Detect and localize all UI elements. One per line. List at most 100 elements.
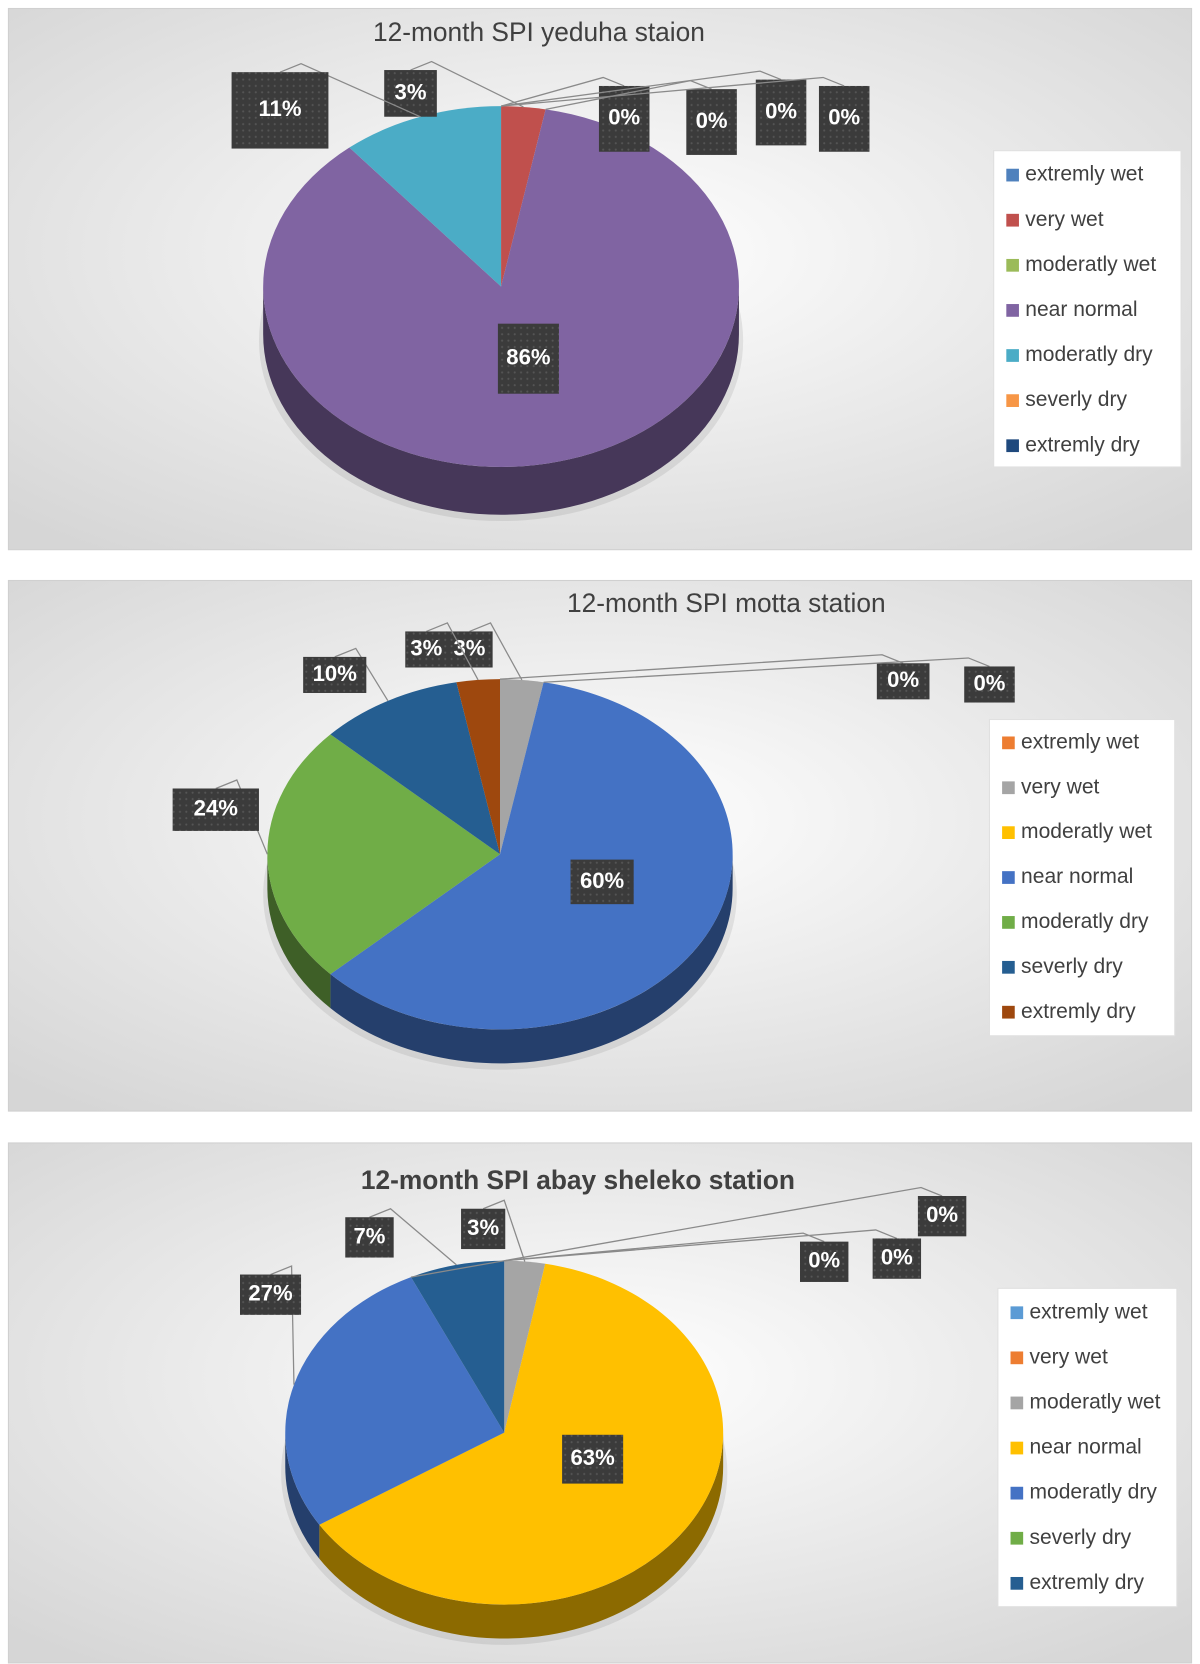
- legend-label: severly dry: [1025, 388, 1127, 411]
- legend-swatch: [1006, 394, 1019, 407]
- data-label: 0%: [828, 105, 860, 130]
- slice: [330, 682, 733, 1030]
- legend-label: moderatly dry: [1025, 343, 1153, 366]
- data-label: 0%: [608, 105, 640, 130]
- legend-label: extremly wet: [1029, 1300, 1147, 1323]
- data-label-box: [461, 1208, 506, 1250]
- data-label-box: [240, 1274, 302, 1315]
- data-label: 3%: [410, 635, 442, 660]
- chart-title: 12-month SPI motta station: [567, 588, 886, 618]
- data-label-box: [384, 70, 437, 117]
- pie-chart: 12-month SPI motta station 0% 3% 0% 60% 24% 10…: [7, 579, 1193, 1112]
- slice: [330, 682, 500, 855]
- data-label: 11%: [258, 96, 301, 121]
- legend-swatch: [1006, 168, 1019, 182]
- legend-label: near normal: [1025, 298, 1137, 321]
- slice-side: [267, 854, 331, 1009]
- data-label: 3%: [395, 79, 427, 104]
- legend-swatch: [1002, 960, 1015, 974]
- legend-swatch: [1002, 871, 1015, 884]
- data-label-box: [917, 1196, 967, 1237]
- leader-line: [410, 60, 524, 108]
- slice-side: [319, 1432, 724, 1639]
- legend-label: very wet: [1021, 775, 1099, 798]
- legend-swatch: [1010, 1531, 1024, 1545]
- legend-swatch: [1002, 916, 1015, 929]
- data-label: 24%: [194, 796, 238, 821]
- data-label: 0%: [881, 1244, 913, 1269]
- legend-swatch: [1002, 736, 1015, 750]
- legend-label: moderatly dry: [1021, 910, 1149, 933]
- leader-line: [279, 62, 421, 118]
- data-label-box: [231, 72, 329, 149]
- legend-label: extremly wet: [1025, 163, 1143, 186]
- legend-label: near normal: [1021, 865, 1133, 888]
- legend-label: extremly dry: [1025, 433, 1140, 456]
- legend-label: severly dry: [1029, 1526, 1131, 1549]
- data-label: 0%: [887, 667, 919, 692]
- leader-line: [426, 622, 479, 681]
- data-label-box: [405, 631, 448, 668]
- legend-label: very wet: [1029, 1345, 1107, 1368]
- data-label-box: [818, 85, 870, 152]
- data-label-box: [872, 1238, 922, 1279]
- data-label: 0%: [808, 1248, 840, 1273]
- leader-line: [504, 1232, 825, 1262]
- slice-side: [330, 854, 733, 1064]
- data-label-box: [446, 631, 493, 668]
- legend-label: moderatly wet: [1025, 253, 1156, 276]
- slice: [500, 679, 544, 855]
- leader-line: [500, 76, 845, 107]
- legend-swatch: [1002, 781, 1015, 795]
- data-label-box: [755, 79, 807, 146]
- legend-box: [988, 718, 1176, 1037]
- leader-line: [410, 1186, 943, 1278]
- data-label-box: [686, 89, 737, 155]
- data-label: 0%: [696, 108, 728, 133]
- leader-line: [504, 1229, 898, 1262]
- legend-box: [997, 1287, 1178, 1608]
- leader-line: [543, 657, 990, 683]
- leader-line: [482, 1199, 526, 1262]
- slice: [504, 1260, 546, 1433]
- data-label: 7%: [353, 1223, 385, 1248]
- leader-line: [500, 70, 782, 107]
- leader-line: [334, 647, 389, 702]
- legend-label: extremly dry: [1029, 1571, 1144, 1594]
- legend-label: extremly dry: [1021, 1000, 1136, 1023]
- data-label-box: [562, 1434, 624, 1484]
- legend-swatch: [1006, 349, 1019, 362]
- slice: [267, 734, 500, 975]
- leader-line: [270, 1265, 295, 1385]
- data-label-box: [876, 663, 930, 700]
- data-label: 0%: [765, 98, 797, 123]
- legend-label: near normal: [1029, 1436, 1141, 1459]
- leader-line: [469, 622, 523, 681]
- data-label: 3%: [453, 635, 485, 660]
- legend-swatch: [1006, 258, 1019, 272]
- legend-swatch: [1010, 1441, 1024, 1455]
- leader-line: [499, 654, 904, 680]
- legend-swatch: [1006, 213, 1019, 227]
- data-label: 3%: [467, 1215, 499, 1240]
- legend-swatch: [1010, 1306, 1024, 1320]
- legend-swatch: [1010, 1576, 1024, 1590]
- slice-side: [263, 286, 739, 515]
- legend-label: very wet: [1025, 208, 1103, 231]
- legend-swatch: [1010, 1351, 1024, 1365]
- chart-title: 12-month SPI abay sheleko station: [361, 1165, 795, 1195]
- legend-label: extremly wet: [1021, 730, 1139, 753]
- pie-chart: 12-month SPI abay sheleko station 0% 0% 3% 6…: [7, 1142, 1193, 1664]
- legend-swatch: [1002, 1005, 1015, 1019]
- data-label-box: [800, 1241, 849, 1282]
- slice: [410, 1260, 505, 1433]
- chart-title: 12-month SPI yeduha staion: [373, 17, 705, 47]
- data-label-box: [964, 666, 1015, 703]
- data-label: 63%: [571, 1445, 615, 1470]
- slice: [456, 679, 500, 855]
- pie-chart: 12-month SPI yeduha staion 0% 3% 0% 86% 11% 0%…: [7, 7, 1193, 551]
- data-label-box: [345, 1217, 394, 1258]
- legend-swatch: [1010, 1396, 1024, 1410]
- data-label-box: [497, 323, 559, 394]
